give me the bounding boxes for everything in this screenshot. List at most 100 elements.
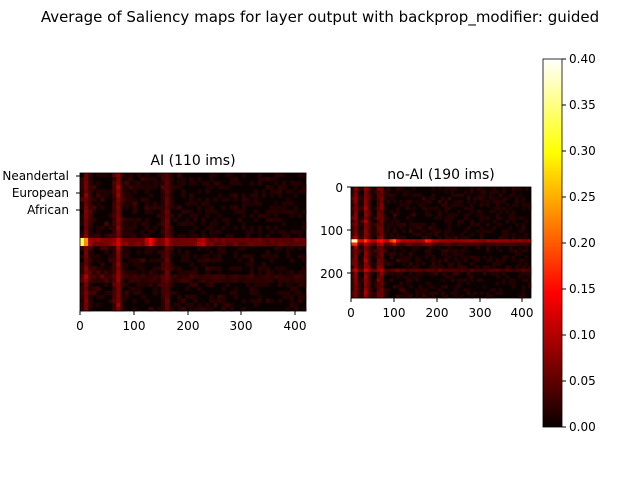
panel-no-ai-cell — [437, 245, 442, 250]
panel-no-ai-cell — [424, 268, 429, 273]
panel-ai-cell — [80, 213, 85, 218]
panel-no-ai-cell — [392, 245, 397, 250]
panel-no-ai-cell — [492, 206, 496, 211]
panel-no-ai-cell — [492, 196, 496, 201]
panel-no-ai-cell — [479, 239, 484, 243]
panel-no-ai-cell — [373, 262, 378, 266]
panel-no-ai-cell — [505, 268, 509, 273]
panel-ai-cell — [249, 270, 254, 275]
panel-ai-cell — [160, 278, 166, 283]
panel-ai-cell — [108, 189, 113, 194]
panel-ai-cell — [160, 201, 166, 206]
panel-no-ai-cell — [521, 278, 525, 282]
panel-ai-cell — [164, 282, 170, 287]
panel-ai-cell — [301, 266, 307, 271]
panel-ai-cell — [88, 205, 93, 210]
panel-no-ai-cell — [389, 209, 394, 214]
panel-ai-cell — [193, 242, 198, 247]
panel-ai-cell — [116, 201, 121, 206]
panel-no-ai-cell — [495, 262, 500, 266]
panel-no-ai-cell — [379, 265, 384, 269]
panel-ai-cell — [128, 286, 133, 292]
panel-ai-cell — [225, 302, 230, 308]
panel-no-ai-cell — [354, 203, 358, 207]
panel-ai-cell — [289, 258, 295, 263]
panel-ai-cell — [229, 302, 234, 308]
panel-no-ai-cell — [405, 239, 410, 243]
panel-no-ai-cell — [373, 268, 378, 273]
panel-no-ai-cell — [431, 187, 435, 191]
panel-ai-cell — [265, 270, 270, 275]
panel-no-ai-cell — [405, 275, 410, 279]
panel-no-ai-cell — [367, 294, 371, 299]
panel-no-ai-cell — [486, 245, 490, 250]
panel-no-ai-cell — [508, 213, 513, 217]
panel-no-ai-cell — [408, 229, 413, 233]
panel-ai-x-tick-2: 200 — [177, 311, 199, 333]
panel-no-ai-cell — [514, 252, 519, 256]
panel-no-ai-cell — [514, 200, 519, 204]
panel-no-ai-cell — [386, 239, 390, 243]
panel-ai-cell — [205, 209, 210, 214]
panel-ai-cell — [84, 258, 89, 263]
panel-ai-cell — [164, 278, 170, 283]
panel-ai-cell — [104, 237, 109, 243]
panel-ai-cell — [176, 306, 182, 312]
panel-ai-cell — [88, 185, 93, 190]
panel-no-ai-cell — [498, 291, 503, 296]
panel-ai-cell — [80, 205, 85, 210]
panel-ai-cell — [289, 294, 295, 300]
panel-ai-cell — [213, 278, 218, 283]
panel-no-ai-cell — [379, 258, 384, 263]
panel-ai-cell — [148, 177, 153, 182]
panel-ai-cell — [164, 221, 170, 227]
panel-no-ai-cell — [360, 203, 365, 207]
panel-no-ai-cell — [495, 275, 500, 279]
panel-ai-cell — [237, 274, 242, 279]
panel-no-ai-cell — [466, 213, 471, 217]
panel-ai-cell — [209, 294, 214, 300]
panel-ai-cell — [92, 185, 97, 190]
panel-no-ai-cell — [492, 265, 496, 269]
panel-no-ai-cell — [489, 242, 493, 247]
panel-ai-cell — [229, 266, 234, 271]
panel-no-ai-cell — [428, 271, 432, 276]
panel-ai-cell — [140, 233, 145, 239]
panel-no-ai-cell — [405, 281, 410, 286]
panel-ai-cell — [188, 181, 194, 186]
panel-no-ai-cell — [434, 229, 439, 233]
panel-ai-cell — [144, 205, 149, 210]
panel-ai-cell — [84, 294, 89, 300]
panel-no-ai-cell — [363, 284, 368, 289]
panel-ai-cell — [176, 213, 182, 218]
panel-no-ai-cell — [457, 252, 461, 256]
panel-no-ai-cell — [505, 232, 509, 237]
panel-ai-cell — [297, 242, 303, 247]
panel-no-ai-cell — [469, 232, 474, 237]
panel-ai-cell — [112, 201, 117, 206]
panel-ai-cell — [96, 225, 101, 231]
panel-no-ai-cell — [498, 200, 503, 204]
panel-ai-cell — [92, 233, 97, 239]
panel-ai-cell — [160, 270, 166, 275]
panel-ai-cell — [152, 274, 157, 279]
panel-no-ai-cell — [521, 294, 525, 299]
panel-ai-frame — [79, 172, 307, 312]
panel-no-ai-cell — [357, 196, 361, 201]
panel-no-ai-cell — [453, 294, 458, 299]
panel-no-ai-cell — [482, 190, 487, 194]
panel-ai-cell — [132, 262, 137, 267]
panel-ai-cell — [233, 237, 238, 243]
panel-no-ai-cell — [502, 232, 506, 237]
panel-ai-cell — [261, 278, 266, 283]
panel-no-ai-cell — [473, 291, 477, 296]
panel-ai-cell — [209, 173, 214, 178]
panel-no-ai-cell — [511, 193, 516, 198]
panel-no-ai-cell — [473, 268, 477, 273]
panel-ai-cell — [112, 282, 117, 287]
panel-ai-cell — [164, 177, 170, 182]
panel-no-ai-cell — [486, 200, 490, 204]
panel-no-ai-cell — [469, 219, 474, 224]
panel-ai-cell — [205, 274, 210, 279]
panel-ai-cell — [112, 274, 117, 279]
